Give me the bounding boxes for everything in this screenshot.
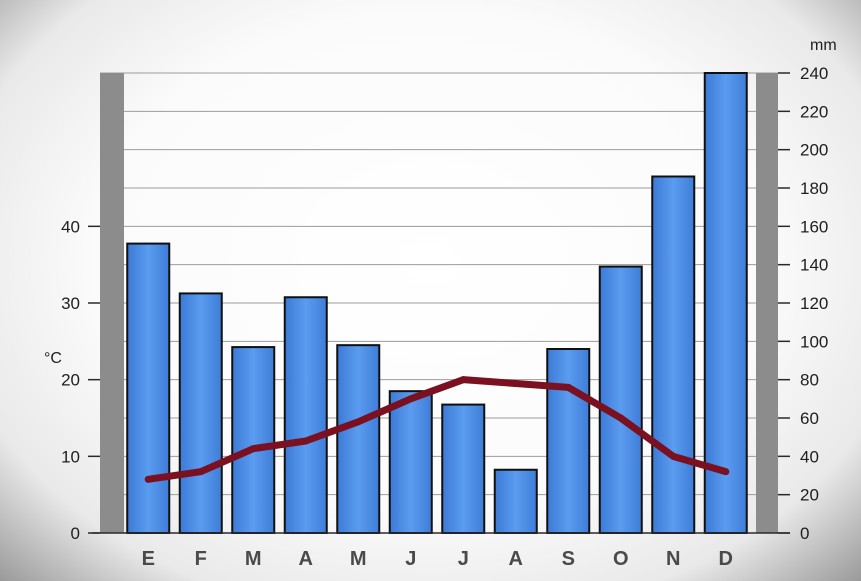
temperature-point-4 [302, 437, 310, 445]
bar-5 [336, 344, 381, 534]
left-tick-label: 10 [61, 447, 80, 466]
right-side-bar [756, 73, 778, 533]
left-tick-label: 40 [61, 217, 80, 236]
temperature-point-5 [354, 418, 362, 426]
temperature-point-1 [144, 475, 152, 483]
month-label-6: J [405, 548, 416, 570]
right-tick-label: 100 [800, 332, 828, 351]
month-label-9: S [562, 548, 575, 570]
left-axis: 0 10 20 30 40 °C [44, 217, 100, 543]
bar-1 [126, 242, 171, 534]
right-axis-unit: mm [810, 37, 837, 54]
right-tick-label: 160 [800, 217, 828, 236]
month-label-1: E [142, 548, 155, 570]
bar-11 [651, 175, 696, 534]
right-tick-label: 140 [800, 256, 828, 275]
right-tick-label: 180 [800, 179, 828, 198]
month-label-5: M [350, 548, 367, 570]
right-tick-label: 200 [800, 141, 828, 160]
bar-4 [283, 296, 328, 534]
left-axis-unit: °C [44, 350, 62, 367]
right-tick-label: 240 [800, 64, 828, 83]
bar-10 [598, 265, 643, 534]
temperature-point-11 [669, 452, 677, 460]
left-tick-label: 20 [61, 371, 80, 390]
right-tick-label: 60 [800, 409, 819, 428]
bar-3 [231, 346, 276, 535]
right-tick-label: 220 [800, 102, 828, 121]
temperature-point-7 [459, 376, 467, 384]
temperature-point-6 [407, 395, 415, 403]
right-tick-label: 0 [800, 524, 809, 543]
left-side-bar [100, 73, 124, 533]
month-label-8: A [509, 548, 523, 570]
left-tick-label: 30 [61, 294, 80, 313]
right-axis: 0 20 40 60 80 100 120 140 160 180 200 220 240 mm [778, 37, 837, 543]
temperature-point-12 [722, 468, 730, 476]
month-label-7: J [458, 548, 469, 570]
temperature-point-3 [249, 445, 257, 453]
month-label-11: N [666, 548, 680, 570]
temperature-point-8 [512, 380, 520, 387]
bar-7 [441, 403, 486, 535]
bar-6 [388, 390, 433, 534]
right-tick-label: 120 [800, 294, 828, 313]
month-label-3: M [245, 548, 262, 570]
month-label-12: D [719, 548, 733, 570]
side-bars [100, 73, 778, 533]
temperature-line [144, 376, 730, 483]
right-tick-label: 40 [800, 447, 819, 466]
bars [92, 72, 790, 535]
month-label-2: F [195, 548, 207, 570]
bar-2 [178, 292, 223, 534]
right-tick-label: 20 [800, 486, 819, 505]
month-label-4: A [299, 548, 313, 570]
left-tick-label: 0 [71, 524, 80, 543]
bar-9 [546, 348, 591, 534]
temperature-series-line [144, 376, 730, 483]
temperature-point-10 [617, 414, 625, 422]
right-tick-label: 80 [800, 371, 819, 390]
temperature-point-2 [197, 468, 205, 476]
month-label-10: O [613, 548, 629, 570]
temperature-point-9 [564, 383, 572, 391]
bar-8 [493, 468, 538, 534]
